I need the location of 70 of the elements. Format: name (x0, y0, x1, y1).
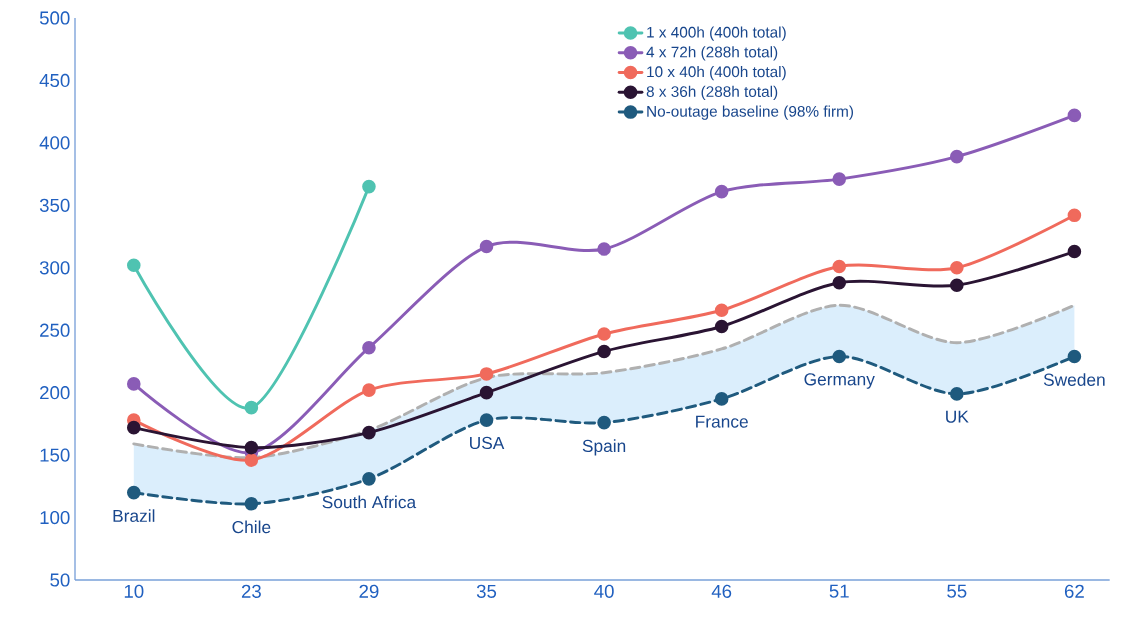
point (362, 383, 376, 397)
annotation: UK (946, 410, 969, 423)
point (244, 453, 259, 467)
legend-label: 10 x 40h (400h total) (647, 65, 786, 81)
point (1067, 244, 1082, 259)
y-tick-label: 200 (40, 386, 70, 400)
y-tick-label: 400 (39, 136, 70, 150)
point (126, 377, 141, 391)
y-tick-label: 100 (40, 510, 70, 525)
point (1067, 108, 1082, 123)
point (126, 258, 141, 273)
point (950, 278, 964, 293)
point (714, 392, 729, 406)
point (950, 387, 964, 401)
point (832, 275, 847, 290)
point (362, 472, 376, 486)
legend-label: 4 x 72h (288h total) (646, 46, 778, 61)
point (714, 184, 729, 199)
y-tick-label: 300 (39, 261, 70, 275)
point (126, 485, 141, 500)
point (362, 425, 376, 440)
point (362, 340, 376, 355)
annotation: South Africa (322, 495, 417, 509)
point (1067, 208, 1082, 223)
annotation: USA (470, 436, 505, 450)
x-tick-label: 35 (476, 584, 497, 598)
annotation: Brazil (113, 509, 155, 523)
point (126, 420, 141, 435)
x-tick-label: 62 (1064, 584, 1084, 598)
x-tick-label: 46 (711, 584, 732, 598)
point (832, 172, 847, 186)
point (597, 242, 611, 256)
legend-label: No-outage baseline (98% firm) (647, 105, 854, 120)
point (714, 319, 729, 334)
point (244, 497, 259, 511)
annotation: Chile (232, 520, 271, 534)
point (950, 260, 964, 275)
point (479, 385, 494, 400)
point (479, 413, 494, 427)
x-tick-label: 51 (829, 584, 849, 598)
y-tick-label: 50 (50, 573, 70, 587)
x-tick-label: 55 (947, 584, 967, 598)
point (597, 344, 611, 359)
y-tick-label: 500 (39, 11, 70, 25)
x-tick-label: 29 (359, 584, 379, 598)
y-tick-label: 450 (39, 73, 70, 88)
point (479, 367, 494, 381)
x-tick-label: 40 (594, 584, 614, 598)
annotation: Germany (804, 373, 875, 389)
point (362, 179, 376, 194)
legend-label: 1 x 400h (400h total) (647, 26, 786, 41)
point (714, 303, 729, 318)
y-tick-label: 350 (39, 198, 70, 212)
annotation: France (696, 415, 748, 428)
x-tick-label: 23 (241, 584, 261, 598)
y-tick-label: 150 (40, 448, 70, 462)
legend-label: 8 x 36h (288h total) (646, 85, 778, 101)
annotation: Sweden (1043, 373, 1105, 386)
point (479, 239, 494, 254)
annotation: Spain (582, 439, 626, 456)
point (832, 259, 847, 274)
y-tick-label: 250 (40, 323, 70, 337)
point (597, 327, 611, 341)
point (832, 349, 847, 364)
point (244, 400, 259, 415)
point (244, 440, 259, 455)
point (1067, 349, 1082, 364)
x-tick-label: 10 (124, 584, 144, 598)
point (597, 415, 611, 430)
point (950, 149, 964, 164)
